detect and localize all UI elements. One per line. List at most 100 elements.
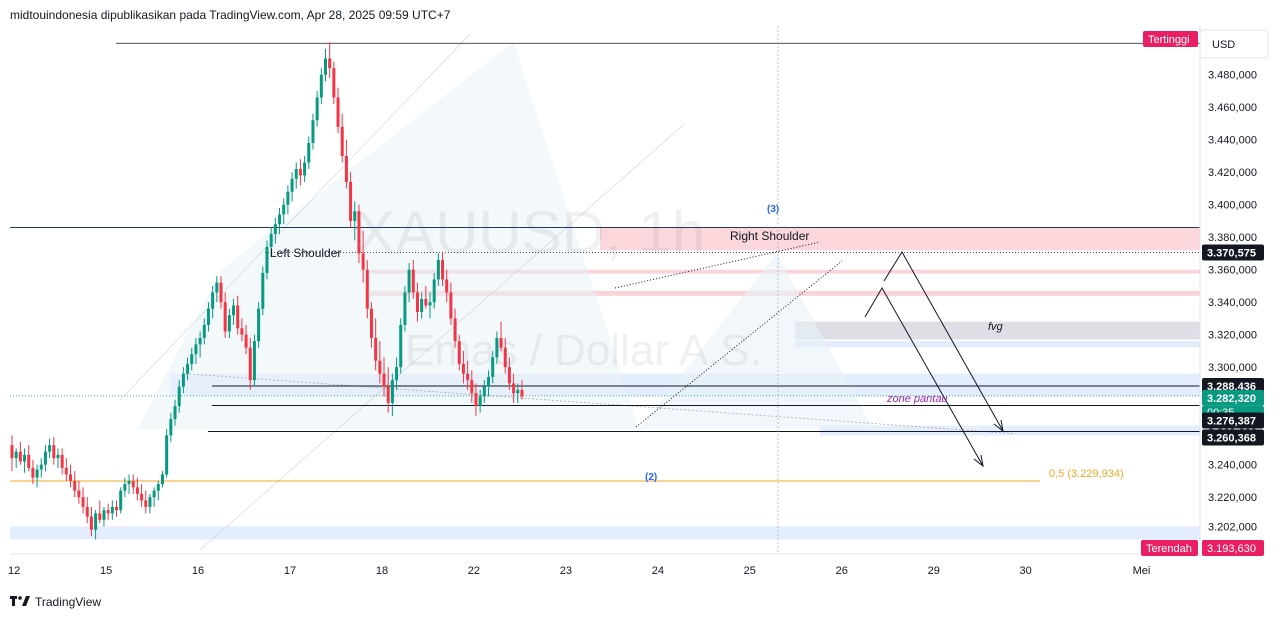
candle	[424, 285, 428, 309]
candle	[135, 477, 139, 501]
candle	[14, 448, 18, 468]
candle-body	[353, 211, 357, 221]
candle-body	[278, 214, 282, 225]
candle	[69, 464, 73, 488]
candle	[516, 383, 520, 403]
candle	[353, 201, 357, 241]
candle-body	[361, 253, 365, 270]
candle-body	[286, 191, 290, 205]
candle-body	[252, 341, 256, 381]
y-tick-label: 3.420,000	[1208, 167, 1257, 179]
candle-body	[190, 354, 194, 364]
candle	[415, 282, 419, 322]
candle-body	[110, 506, 114, 514]
y-axis-background	[1200, 26, 1281, 554]
candle	[282, 198, 286, 225]
candle	[18, 441, 22, 465]
footer-brand: TradingView	[35, 594, 102, 609]
x-tick-label: 12	[8, 565, 20, 577]
candle-body	[457, 341, 461, 364]
candle-body	[177, 386, 181, 407]
candle	[123, 477, 127, 498]
candle-body	[357, 211, 361, 254]
candle-body	[173, 406, 177, 420]
candle-body	[60, 454, 64, 468]
left-shoulder-label: Left Shoulder	[270, 246, 341, 260]
candle-body	[273, 224, 277, 234]
candle	[252, 334, 256, 387]
candle-body	[491, 357, 495, 377]
level-tag-3370: 3.370,575	[1202, 244, 1264, 261]
candle	[453, 308, 457, 348]
candle-body	[319, 74, 323, 98]
candle	[449, 282, 453, 325]
candle	[378, 341, 382, 384]
neckline-trendline	[635, 260, 843, 428]
candle	[131, 474, 135, 494]
candle	[98, 500, 102, 524]
candle	[85, 497, 89, 524]
candle-body	[512, 383, 516, 394]
candle	[294, 162, 298, 189]
candle	[491, 350, 495, 384]
candle	[73, 471, 77, 498]
low-tag-text: Terendah	[1146, 543, 1192, 555]
candle	[110, 500, 114, 520]
plot-area[interactable]	[10, 26, 1200, 554]
projection-arrowhead	[993, 419, 1004, 433]
candle-body	[35, 469, 39, 478]
candle	[215, 276, 219, 303]
candle	[386, 367, 390, 413]
currency-label[interactable]: USD	[1212, 39, 1235, 51]
candle	[227, 308, 231, 338]
candle	[315, 90, 319, 127]
candle	[223, 292, 227, 338]
candle	[169, 412, 173, 442]
candle	[56, 448, 60, 468]
candle	[211, 285, 215, 319]
candle-body	[261, 272, 265, 309]
candle-body	[303, 162, 307, 176]
high-tag: Tertinggi	[1143, 31, 1198, 47]
candle-body	[148, 497, 152, 507]
y-tick-label: 3.460,000	[1208, 102, 1257, 114]
candle-body	[202, 324, 206, 338]
x-tick-label: 29	[928, 565, 940, 577]
candle	[194, 337, 198, 364]
x-tick-label: 26	[836, 565, 848, 577]
low-value-tag: 3.193,630	[1202, 540, 1264, 556]
candle-body	[27, 454, 31, 468]
currency-box[interactable]	[1199, 29, 1269, 59]
candle	[261, 266, 265, 316]
candle	[298, 159, 302, 186]
candle-body	[290, 178, 294, 192]
candle-body	[395, 367, 399, 381]
y-tick-label: 3.320,000	[1208, 330, 1257, 342]
zone-pantau-label: zone pantau	[886, 393, 948, 405]
candle-body	[311, 120, 315, 143]
candle-body	[482, 386, 486, 397]
candle	[190, 347, 194, 371]
candle	[428, 292, 432, 319]
x-tick-label: 22	[468, 565, 480, 577]
candle	[248, 337, 252, 390]
candle-body	[428, 302, 432, 306]
candle-body	[336, 97, 340, 127]
wave-3-label: (3)	[767, 204, 779, 215]
last-price-tag-text: 3.282,320	[1207, 393, 1256, 405]
candle	[181, 367, 185, 394]
candle-body	[56, 454, 60, 459]
projection-line	[184, 373, 1016, 435]
high-tag-text: Tertinggi	[1148, 34, 1190, 46]
candle	[503, 337, 507, 374]
y-tick-label: 3.202,000	[1208, 521, 1257, 533]
candle-body	[156, 484, 160, 491]
x-tick-label: 18	[376, 565, 388, 577]
projection-line	[199, 123, 686, 551]
y-tick-label: 3.240,000	[1208, 460, 1257, 472]
candle	[328, 42, 332, 78]
low-tag-bg	[1141, 540, 1198, 556]
projection-line	[119, 33, 471, 401]
candle	[165, 428, 169, 478]
